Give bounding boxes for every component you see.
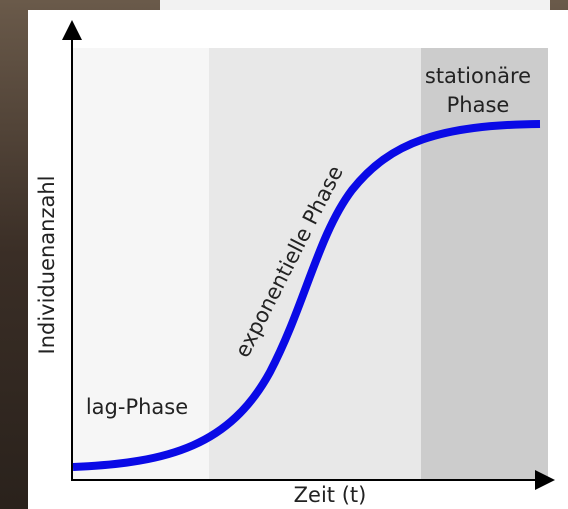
x-axis-label: Zeit (t) (294, 483, 367, 507)
stationary-phase-label: Phase (447, 93, 510, 117)
stationary-phase-label: stationäre (425, 64, 531, 88)
lag-phase-label: lag-Phase (86, 395, 188, 419)
y-axis-label: Individuenanzahl (35, 175, 59, 354)
growth-diagram: Individuenanzahl Zeit (t) lag-Phase expo… (0, 0, 568, 509)
